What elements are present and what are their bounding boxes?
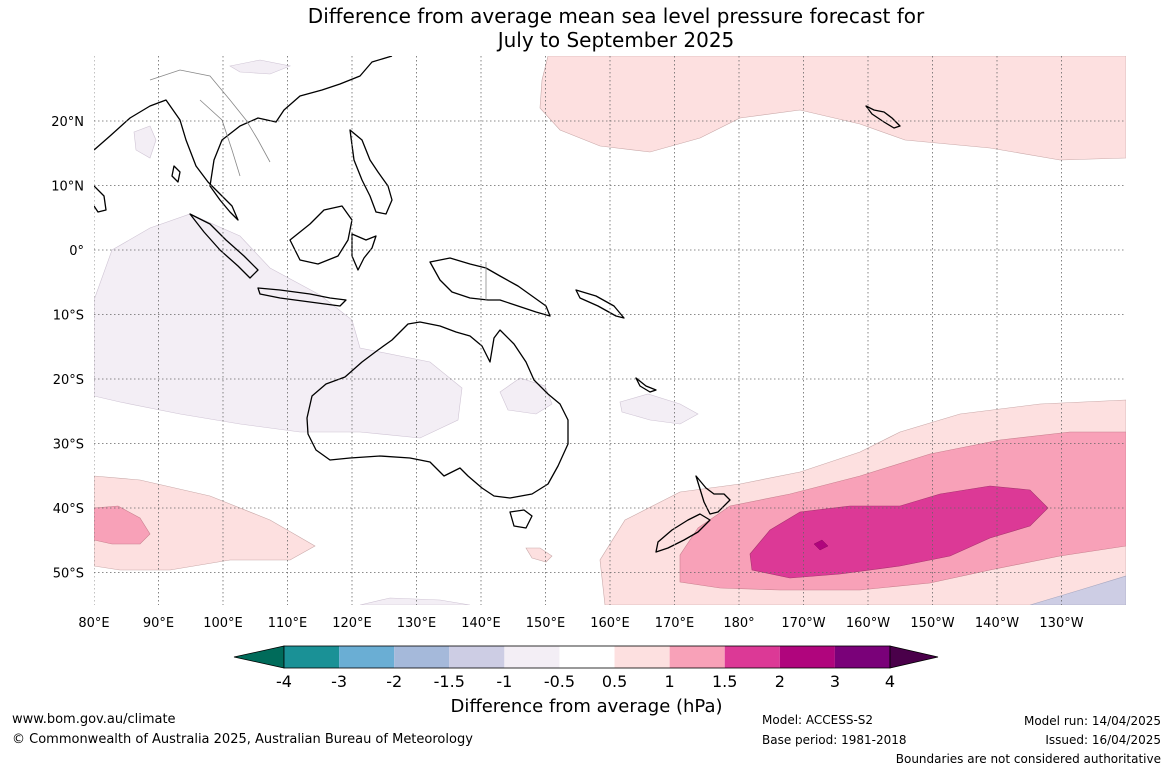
longitude-label: 170°W: [781, 616, 825, 631]
tasmania-coastline: [509, 509, 533, 529]
model-run-date: Model run: 14/04/2025: [1023, 714, 1161, 728]
colorbar-tick-label: -1: [496, 672, 512, 691]
colorbar-bin: [339, 646, 395, 668]
australia-coastline: [306, 321, 569, 499]
colorbar: [233, 645, 939, 669]
longitude-label: 160°W: [846, 616, 890, 631]
longitude-label: 130°W: [1039, 616, 1083, 631]
colorbar-tick-label: 1.5: [712, 672, 737, 691]
sri-lanka-coastline: [171, 165, 181, 183]
borneo-coastline: [289, 205, 353, 265]
longitude-label: 110°E: [268, 616, 308, 631]
longitude-label: 140°W: [975, 616, 1019, 631]
anomaly-region-south-indian-ocean-05: [94, 475, 316, 571]
colorbar-tick-label: -1.5: [434, 672, 465, 691]
java-coastline: [257, 287, 347, 307]
colorbar-tick-label: 2: [775, 672, 785, 691]
title-line-2: July to September 2025: [497, 28, 735, 52]
colorbar-bin: [614, 646, 670, 668]
latitude-label: 10°N: [51, 180, 84, 195]
longitude-label: 170°E: [655, 616, 695, 631]
colorbar-bin: [504, 646, 560, 668]
anomaly-region-east-australia: [499, 377, 553, 415]
colorbar-tick-label: 3: [830, 672, 840, 691]
longitude-label: 180°: [723, 616, 754, 631]
colorbar-tick-label: 1: [665, 672, 675, 691]
latitude-label: 0°: [69, 244, 84, 259]
colorbar-extend-high: [889, 645, 939, 669]
sumatra-coastline: [189, 213, 259, 279]
title-line-1: Difference from average mean sea level p…: [307, 4, 925, 28]
nz-south-island-coastline: [655, 513, 711, 553]
gridlines: [94, 56, 1126, 605]
longitude-label: 160°E: [590, 616, 630, 631]
longitude-label: 80°E: [78, 616, 109, 631]
copyright-text: © Commonwealth of Australia 2025, Austra…: [12, 732, 473, 747]
longitude-label: 90°E: [143, 616, 174, 631]
anomaly-region-tasman: [525, 547, 553, 563]
website-link[interactable]: www.bom.gov.au/climate: [12, 712, 176, 727]
longitude-label: 140°E: [461, 616, 501, 631]
colorbar-bin: [449, 646, 505, 668]
boundaries-disclaimer: Boundaries are not considered authoritat…: [895, 752, 1161, 766]
anomaly-region-south-pacific-15: [749, 485, 1049, 579]
latitude-label: 10°S: [53, 309, 84, 324]
chart-title: Difference from average mean sea level p…: [0, 4, 1173, 52]
sulawesi-coastline: [351, 233, 377, 271]
colorbar-bin: [284, 646, 340, 668]
new-guinea-coastline: [429, 257, 551, 317]
base-period: Base period: 1981-2018: [762, 733, 907, 747]
india-south-coastline: [94, 185, 107, 213]
colorbar-title: Difference from average (hPa): [450, 696, 723, 717]
colorbar-tick-label: -0.5: [544, 672, 575, 691]
colorbar-bin: [724, 646, 780, 668]
hawaii-coastline: [865, 105, 901, 129]
anomaly-region-arabian-sea: [133, 125, 157, 159]
latitude-label: 40°S: [53, 502, 84, 517]
longitude-label: 150°E: [526, 616, 566, 631]
colorbar-bin: [834, 646, 890, 668]
latitude-label: 20°S: [53, 373, 84, 388]
longitude-label: 150°W: [910, 616, 954, 631]
anomaly-region-coral-sea: [619, 393, 699, 425]
philippines-coastline: [349, 129, 393, 215]
colorbar-tick-label: 4: [885, 672, 895, 691]
solomon-islands-coastline: [575, 289, 625, 319]
new-caledonia-coastline: [635, 377, 657, 393]
anomaly-region-south-pacific-2: [813, 539, 829, 551]
anomaly-region-north-pacific: [539, 56, 1126, 161]
latitude-label: 20°N: [51, 115, 84, 130]
anomaly-region-southeast-corner: [1029, 575, 1126, 605]
model-name: Model: ACCESS-S2: [762, 713, 874, 727]
longitude-labels: 80°E 90°E 100°E 110°E 120°E 130°E 140°E 150°E 16…: [78, 616, 1083, 631]
colorbar-tick-label: -3: [331, 672, 347, 691]
colorbar-bin: [559, 646, 615, 668]
inland-borders: [149, 69, 487, 300]
anomaly-region-south-indian-ocean-1: [94, 505, 151, 545]
map-area: [94, 56, 1126, 605]
anomaly-region-south-edge: [359, 597, 471, 605]
latitude-labels: 20°N 10°N 0° 10°S 20°S 30°S 40°S 50°S: [51, 115, 84, 582]
issued-date: Issued: 16/04/2025: [1045, 733, 1161, 747]
colorbar-extend-low: [233, 645, 285, 669]
nz-north-island-coastline: [695, 475, 731, 515]
anomaly-region-north-india: [229, 59, 292, 75]
coastlines: [94, 56, 901, 553]
colorbar-bin: [669, 646, 725, 668]
longitude-label: 130°E: [397, 616, 437, 631]
colorbar-tick-label: -2: [386, 672, 402, 691]
latitude-label: 30°S: [53, 438, 84, 453]
asia-mainland-coastline: [94, 56, 393, 221]
longitude-label: 100°E: [203, 616, 243, 631]
longitude-label: 120°E: [332, 616, 372, 631]
colorbar-bin: [779, 646, 835, 668]
colorbar-bin: [394, 646, 450, 668]
latitude-label: 50°S: [53, 567, 84, 582]
colorbar-labels: -4 -3 -2 -1.5 -1 -0.5 0.5 1 1.5 2 3 4: [276, 672, 895, 691]
colorbar-tick-label: -4: [276, 672, 292, 691]
colorbar-tick-label: 0.5: [602, 672, 627, 691]
